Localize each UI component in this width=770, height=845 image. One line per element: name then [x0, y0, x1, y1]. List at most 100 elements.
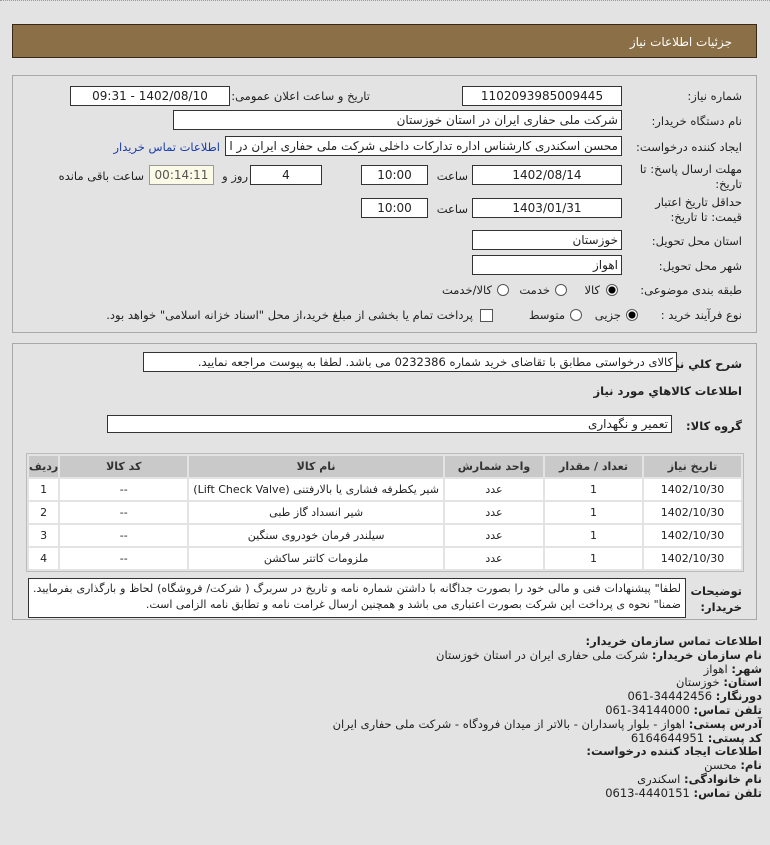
cell-name: سیلندر فرمان خودروی سنگین	[189, 525, 443, 546]
family-label: نام خانوادگی:	[684, 771, 762, 786]
city-value: اهواز	[703, 661, 728, 676]
cell-code: --	[60, 525, 188, 546]
goods-table: تاریخ نیاز تعداد / مقدار واحد شمارش نام …	[27, 454, 743, 571]
org-label: نام سازمان خریدار:	[651, 647, 762, 662]
cell-qty: 1	[545, 479, 642, 500]
buyer-contact-link[interactable]: اطلاعات تماس خریدار	[113, 140, 220, 154]
process-radio-medium[interactable]	[570, 309, 582, 321]
category-option-goods: کالا	[584, 283, 600, 297]
goods-group-label: گروه کالا:	[686, 419, 742, 433]
cell-row: 1	[29, 479, 59, 500]
description-field: کالای درخواستی مطابق با تقاضای خرید شمار…	[143, 352, 677, 372]
cell-row: 4	[29, 548, 59, 569]
table-row: 1402/10/30 1 عدد سیلندر فرمان خودروی سنگین -…	[29, 525, 741, 546]
cell-unit: عدد	[445, 548, 543, 569]
remaining-time-field: 00:14:11	[149, 165, 214, 185]
col-unit: واحد شمارش	[445, 456, 543, 477]
process-radio-minor[interactable]	[626, 309, 638, 321]
notes-label: توضیحات خریدار:	[690, 584, 743, 614]
need-number-field[interactable]: 1102093985009445	[462, 86, 622, 106]
col-need-date: تاریخ نیاز	[644, 456, 741, 477]
city-label: شهر:	[731, 661, 762, 676]
deadline-date-field[interactable]: 1402/08/14	[472, 165, 622, 185]
cell-name: شیر انسداد گاز طبی	[189, 502, 443, 523]
creator-phone-label: تلفن تماس:	[693, 785, 762, 800]
process-option-minor: جزیی	[594, 308, 621, 322]
cell-unit: عدد	[445, 479, 543, 500]
buyer-label: نام دستگاه خریدار:	[651, 114, 742, 128]
days-field: 4	[250, 165, 322, 185]
province-field[interactable]: خوزستان	[472, 230, 622, 250]
cell-date: 1402/10/30	[644, 525, 741, 546]
process-option-medium: متوسط	[528, 308, 565, 322]
cell-row: 2	[29, 502, 59, 523]
cell-name: ملزومات کاتتر ساکشن	[189, 548, 443, 569]
description-label: شرح کلي نياز:	[659, 357, 742, 371]
treasury-checkbox[interactable]	[480, 309, 493, 322]
table-row: 1402/10/30 1 عدد شیر انسداد گاز طبی -- 2	[29, 502, 741, 523]
creator-heading: اطلاعات ایجاد کننده درخواست:	[586, 744, 762, 759]
goods-group-field: تعمیر و نگهداری	[107, 415, 672, 433]
table-header-row: تاریخ نیاز تعداد / مقدار واحد شمارش نام …	[29, 456, 741, 477]
cell-row: 3	[29, 525, 59, 546]
announce-field[interactable]: 1402/08/10 - 09:31	[70, 86, 230, 106]
cell-qty: 1	[545, 502, 642, 523]
cell-qty: 1	[545, 548, 642, 569]
cell-name: شیر یکطرفه فشاری یا بالارفتنی (Lift Chec…	[189, 479, 443, 500]
name-label: نام:	[740, 758, 762, 773]
col-row: ردیف	[29, 456, 59, 477]
category-radio-goods[interactable]	[606, 284, 618, 296]
creator-label: ایجاد کننده درخواست:	[636, 140, 742, 154]
fax-label: دورنگار:	[715, 689, 762, 704]
deadline-time-field[interactable]: 10:00	[361, 165, 428, 185]
validity-time-label: ساعت	[436, 202, 468, 216]
category-radio-service[interactable]	[555, 284, 567, 296]
col-name: نام کالا	[189, 456, 443, 477]
buyer-field[interactable]: شرکت ملی حفاری ایران در استان خوزستان	[173, 110, 622, 130]
creator-phone-value: 0613-4440151	[605, 785, 690, 800]
cell-code: --	[60, 502, 188, 523]
province-label: استان:	[723, 675, 762, 690]
contact-heading: اطلاعات تماس سازمان خریدار:	[585, 634, 762, 648]
phone-value: 061-34144000	[605, 702, 690, 717]
fax-value: 061-34442456	[627, 689, 713, 704]
city-label: شهر محل تحویل:	[658, 259, 742, 273]
creator-field[interactable]: محسن اسکندری کارشناس اداره تدارکات داخلی…	[225, 136, 622, 156]
name-value: محسن	[704, 758, 737, 773]
phone-label: تلفن تماس:	[693, 702, 762, 717]
treasury-text: پرداخت تمام یا بخشی از مبلغ خرید،از محل …	[106, 308, 473, 322]
org-value: شرکت ملی حفاری ایران در استان خوزستان	[436, 647, 649, 662]
province-value: خوزستان	[675, 675, 720, 690]
announce-label: تاریخ و ساعت اعلان عمومی:	[231, 89, 370, 103]
deadline-label: مهلت ارسال پاسخ: تا تاریخ:	[639, 162, 742, 191]
validity-time-field[interactable]: 10:00	[361, 198, 428, 218]
col-quantity: تعداد / مقدار	[545, 456, 642, 477]
buyer-contact-section: اطلاعات تماس سازمان خریدار: نام سازمان خ…	[332, 634, 762, 801]
cell-qty: 1	[545, 525, 642, 546]
goods-table-frame: تاریخ نیاز تعداد / مقدار واحد شمارش نام …	[26, 453, 744, 572]
col-code: کد کالا	[60, 456, 188, 477]
category-option-goods-service: کالا/خدمت	[441, 283, 492, 297]
cell-code: --	[60, 548, 188, 569]
city-field[interactable]: اهواز	[472, 255, 622, 275]
address-value: اهواز - بلوار پاسداران - بالاتر از میدان…	[332, 716, 686, 731]
table-row: 1402/10/30 1 عدد شیر یکطرفه فشاری یا بالارف…	[29, 479, 741, 500]
process-label: نوع فرآیند خرید :	[660, 308, 742, 322]
cell-unit: عدد	[445, 502, 543, 523]
page-header: جزئیات اطلاعات نیاز	[12, 24, 757, 58]
cell-code: --	[60, 479, 188, 500]
category-label: طبقه بندی موضوعی:	[640, 283, 742, 297]
need-number-label: شماره نیاز:	[687, 89, 742, 103]
cell-unit: عدد	[445, 525, 543, 546]
goods-heading: اطلاعات کالاهاي مورد نياز	[593, 384, 742, 398]
cell-date: 1402/10/30	[644, 479, 741, 500]
table-row: 1402/10/30 1 عدد ملزومات کاتتر ساکشن -- 4	[29, 548, 741, 569]
top-divider	[0, 0, 770, 1]
remaining-label: ساعت باقی مانده	[58, 169, 144, 183]
cell-date: 1402/10/30	[644, 502, 741, 523]
validity-label: حداقل تاریخ اعتبار قیمت: تا تاریخ:	[655, 195, 742, 224]
province-label: استان محل تحویل:	[651, 234, 742, 248]
category-radio-goods-service[interactable]	[497, 284, 509, 296]
validity-date-field[interactable]: 1403/01/31	[472, 198, 622, 218]
days-label: روز و	[222, 169, 248, 183]
